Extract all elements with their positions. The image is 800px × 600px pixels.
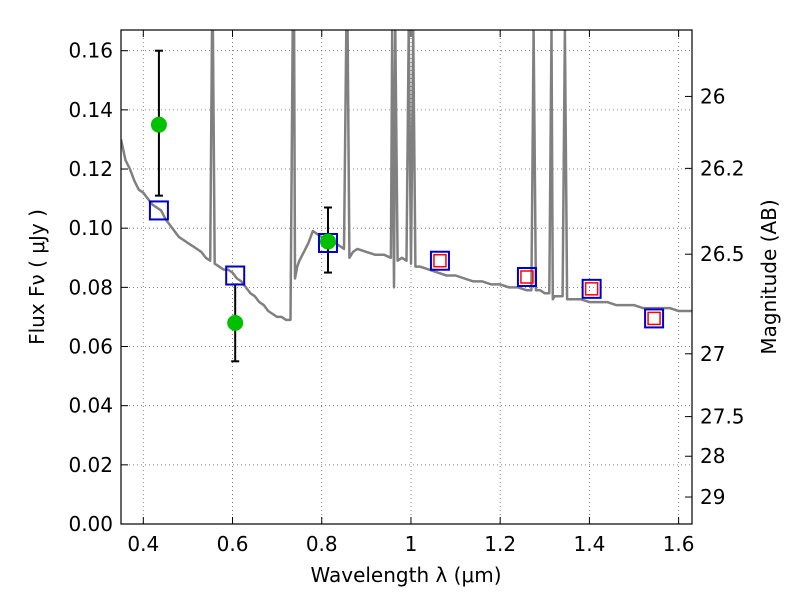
y-tick-label: 0.10	[68, 216, 113, 240]
y-tick-label: 0.00	[68, 512, 113, 536]
x-tick-label: 0.6	[217, 532, 249, 556]
x-tick-label: 1.6	[663, 532, 695, 556]
observed-point	[319, 233, 336, 250]
y-tick-label: 0.12	[68, 157, 113, 181]
x-tick-label: 1	[405, 532, 418, 556]
y-ticks: 0.00 0.02 0.04 0.06 0.08 0.10 0.12 0.14 0.16	[68, 39, 128, 536]
y-tick-label: 0.14	[68, 98, 113, 122]
blue-square-marker	[516, 267, 537, 287]
plot-area	[121, 30, 692, 363]
green-point-series	[150, 116, 336, 331]
x-axis-label: Wavelength λ (μm)	[310, 563, 501, 587]
right-tick-label: 29	[700, 485, 725, 509]
observed-point	[227, 314, 244, 331]
blue-square-marker	[225, 265, 246, 286]
red-square-marker	[647, 311, 661, 326]
y-tick-label: 0.06	[68, 335, 113, 359]
right-ticks: 26 26.2 26.5 27 27.5 28 29	[685, 84, 745, 509]
right-tick-label: 27	[700, 342, 725, 366]
x-tick-label: 1.2	[484, 532, 516, 556]
x-tick-label: 0.4	[127, 532, 159, 556]
blue-square-marker	[644, 308, 665, 329]
x-tick-label: 0.8	[306, 532, 338, 556]
y-axis-label: Flux Fν ( μJy )	[25, 209, 49, 345]
y-tick-label: 0.16	[68, 39, 113, 63]
spectrum-line	[121, 30, 692, 322]
observed-point	[150, 116, 167, 133]
x-ticks: 0.4 0.6 0.8 1 1.2 1.4 1.6	[127, 30, 695, 556]
right-tick-label: 27.5	[700, 405, 745, 429]
red-square-marker	[520, 270, 534, 284]
right-axis-label: Magnitude (AB)	[757, 199, 781, 354]
y-tick-label: 0.04	[68, 394, 113, 418]
right-tick-label: 28	[700, 444, 725, 468]
blue-square-marker	[581, 278, 602, 299]
y-tick-label: 0.02	[68, 453, 113, 477]
red-square-marker	[584, 282, 599, 296]
x-tick-label: 1.4	[573, 532, 605, 556]
right-tick-label: 26.5	[700, 242, 745, 266]
red-square-marker	[433, 253, 447, 268]
blue-square-marker	[148, 200, 169, 221]
y-tick-label: 0.08	[68, 275, 113, 299]
blue-square-marker	[429, 250, 450, 271]
spectrum-series	[121, 30, 692, 322]
axes-frame	[120, 29, 693, 525]
red-square-series	[433, 253, 661, 326]
right-tick-label: 26	[700, 84, 725, 108]
right-tick-label: 26.2	[700, 156, 745, 180]
